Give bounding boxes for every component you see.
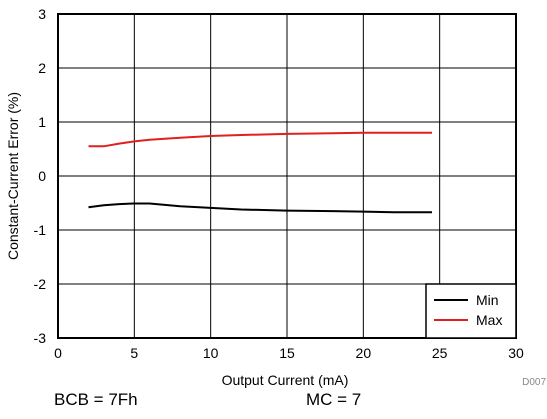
x-tick-label: 5	[130, 345, 138, 361]
footnote-bcb: BCB = 7Fh	[54, 390, 138, 409]
series-line-max	[88, 131, 432, 148]
y-tick-label: 3	[38, 6, 46, 22]
y-tick-label: 1	[38, 114, 46, 130]
figure-id: D007	[522, 377, 546, 388]
legend-label-min: Min	[476, 292, 499, 308]
x-tick-labels: 0 5 10 15 20 25 30	[54, 345, 524, 361]
legend-label-max: Max	[476, 312, 502, 328]
x-tick-label: 20	[356, 345, 372, 361]
plot-frame	[57, 13, 517, 339]
y-tick-label: -3	[34, 330, 47, 346]
series-line-min	[88, 202, 432, 214]
legend: Min Max	[425, 283, 517, 339]
x-tick-label: 30	[508, 345, 524, 361]
x-tick-label: 15	[279, 345, 295, 361]
legend-box	[425, 283, 517, 339]
y-tick-label: 0	[38, 168, 46, 184]
series-layer	[88, 131, 432, 214]
x-tick-label: 10	[203, 345, 219, 361]
y-tick-label: -1	[34, 222, 47, 238]
x-tick-label: 0	[54, 345, 62, 361]
y-tick-label: 2	[38, 60, 46, 76]
y-tick-labels: 3 2 1 0 -1 -2 -3	[34, 6, 47, 346]
x-axis-title: Output Current (mA)	[222, 372, 349, 388]
y-tick-label: -2	[34, 276, 47, 292]
footnote-mc: MC = 7	[306, 390, 362, 409]
x-tick-label: 25	[432, 345, 448, 361]
y-axis-title: Constant-Current Error (%)	[5, 92, 21, 260]
